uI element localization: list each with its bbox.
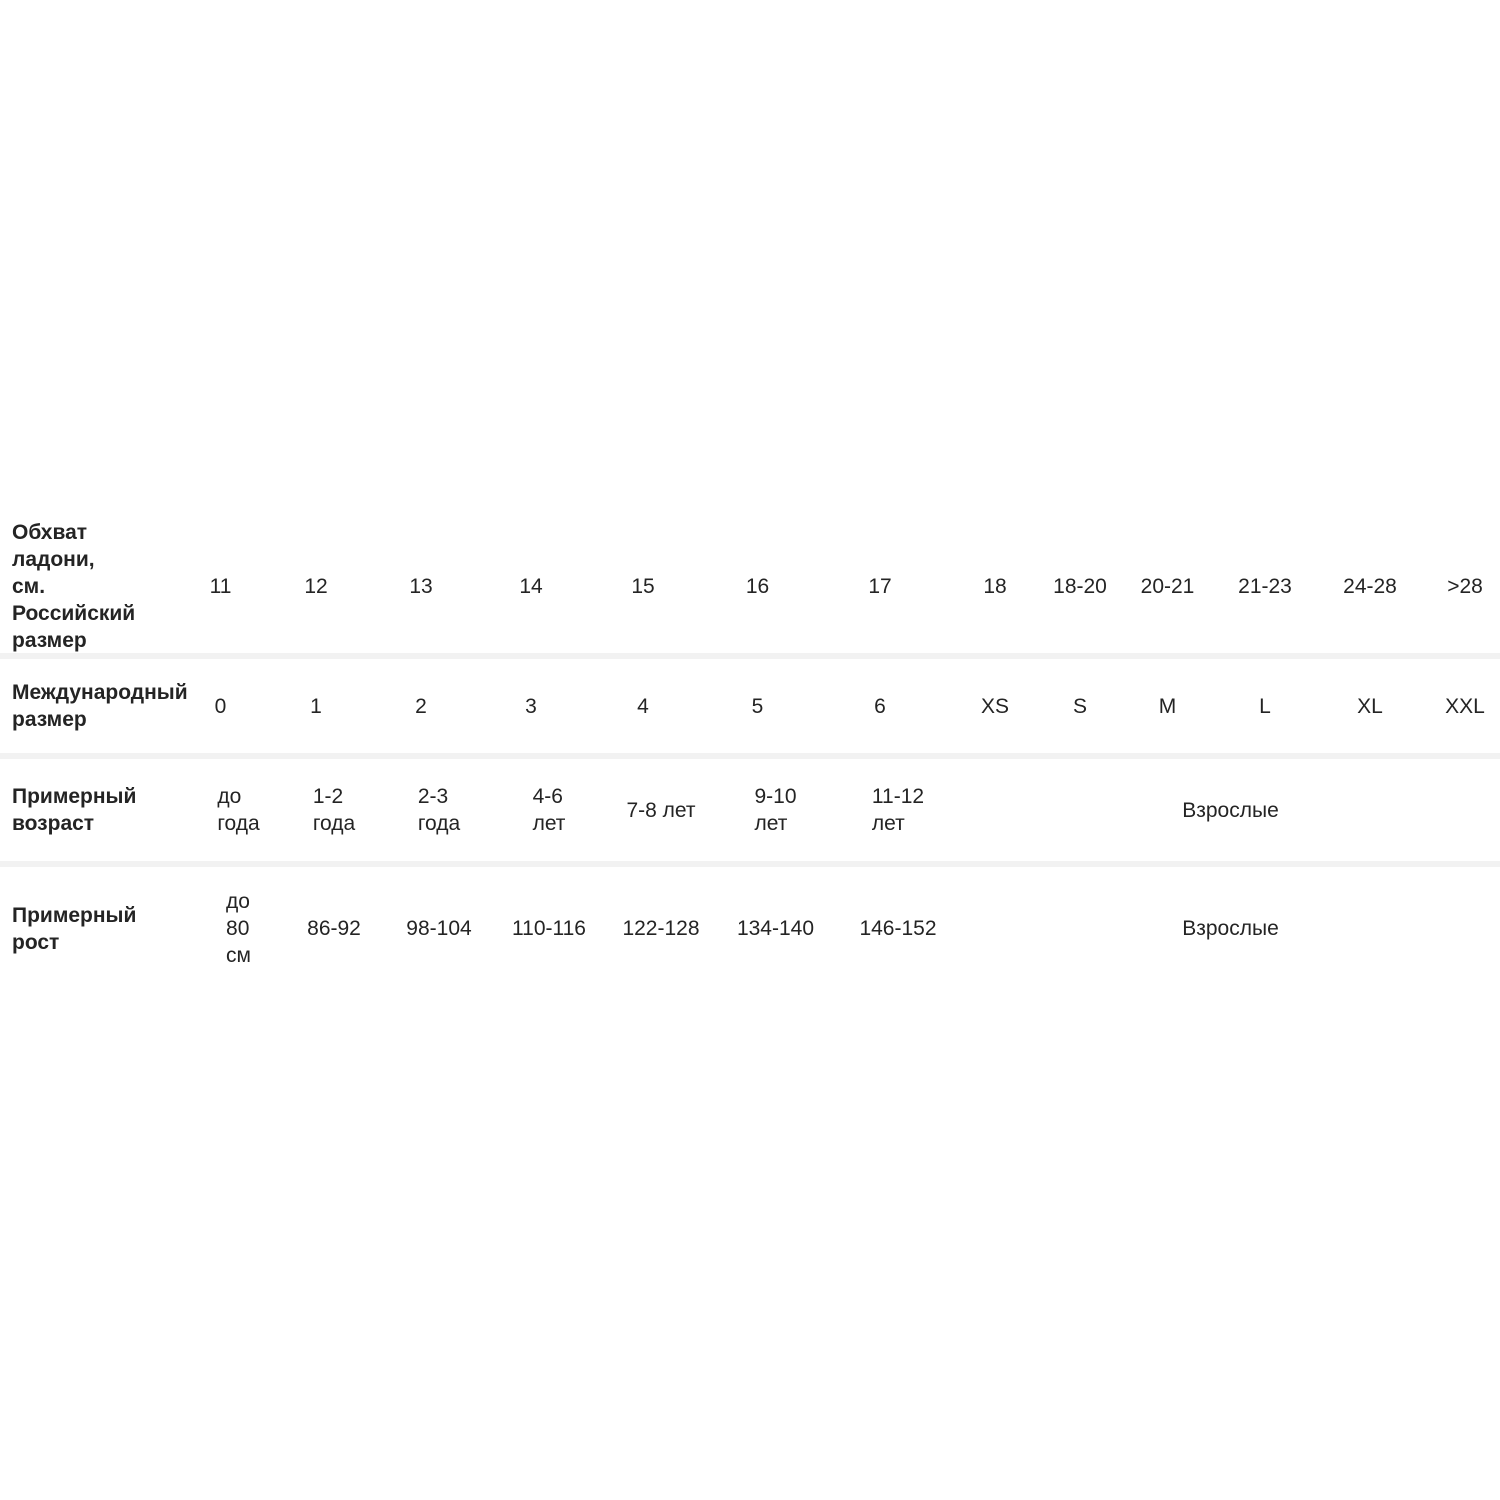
table-cell: до года [193, 783, 284, 837]
cell-text: 9-10 лет [754, 785, 797, 835]
row-label-approx-height: Примерный рост [0, 902, 175, 956]
table-cell: XL [1357, 694, 1383, 718]
table-row-approx-age: Примерный возраст до года 1-2 года 2-3 г… [0, 759, 1500, 861]
table-cell: 7-8 лет [604, 797, 718, 824]
table-cell: 0 [214, 694, 227, 718]
table-cell: 12 [304, 575, 328, 598]
cell-text: 1-2 года [312, 785, 356, 835]
table-cell: 1-2 года [284, 783, 384, 837]
table-cell: 21-23 [1238, 575, 1292, 598]
table-row-russian-size: Обхват ладони, см. Российский размер 11 … [0, 520, 1500, 653]
table-cell: 11 [209, 575, 232, 598]
table-cell: 11-12 лет [833, 783, 963, 837]
table-row-international-size: Международный размер 0 1 2 3 4 5 6 XS S … [0, 659, 1500, 753]
table-cell-adults: Взрослые [1182, 798, 1279, 822]
table-cell: 122-128 [604, 915, 718, 942]
table-cell: XS [980, 694, 1009, 718]
table-cell: 146-152 [833, 915, 963, 942]
row-divider [0, 653, 1500, 659]
cell-text: 86-92 [307, 917, 361, 940]
cell-text: до года [217, 785, 260, 835]
table-cell: 18 [983, 575, 1007, 598]
cell-text: 146-152 [859, 917, 937, 940]
table-cell: XXL [1445, 694, 1485, 718]
table-cell: 2-3 года [384, 783, 494, 837]
table-cell: 13 [409, 575, 433, 598]
size-chart-table: Обхват ладони, см. Российский размер 11 … [0, 520, 1500, 990]
row-label-text: Обхват ладони, см. Российский размер [12, 521, 136, 652]
table-cell: 86-92 [284, 915, 384, 942]
cell-text: 134-140 [736, 917, 815, 940]
table-cell: 9-10 лет [718, 783, 833, 837]
table-row-approx-height: Примерный рост до 80 см 86-92 98-104 110… [0, 867, 1500, 990]
table-cell: 16 [745, 575, 770, 598]
row-label-text: Международный размер [12, 681, 188, 731]
table-cell: 134-140 [718, 915, 833, 942]
row-label-text: Примерный рост [12, 903, 137, 954]
table-cell: L [1259, 694, 1271, 718]
row-divider [0, 861, 1500, 867]
row-label-text: Примерный возраст [12, 785, 137, 835]
table-cell: 98-104 [384, 915, 494, 942]
cell-text: 2-3 года [417, 785, 461, 835]
table-cell: 4 [637, 694, 649, 718]
table-cell: 17 [868, 575, 892, 598]
table-cell: 18-20 [1053, 575, 1107, 598]
cell-text: 98-104 [406, 917, 472, 940]
row-label-approx-age: Примерный возраст [0, 783, 175, 837]
table-cell: 1 [310, 694, 322, 718]
table-cell: M [1158, 694, 1177, 718]
table-cell: 20-21 [1140, 575, 1195, 598]
table-cell: 5 [751, 694, 764, 718]
table-cell: 6 [874, 694, 886, 718]
table-cell: >28 [1447, 575, 1483, 598]
table-cell: 24-28 [1343, 575, 1397, 598]
table-cell: 2 [415, 694, 427, 718]
cell-text: 4-6 лет [532, 785, 566, 835]
row-label-international-size: Международный размер [0, 679, 188, 733]
row-divider [0, 753, 1500, 759]
cell-text: 7-8 лет [626, 798, 696, 822]
table-cell: 110-116 [494, 915, 604, 942]
table-cell: до 80 см [193, 888, 284, 969]
table-cell: S [1072, 694, 1087, 718]
row-label-russian-size: Обхват ладони, см. Российский размер [0, 519, 175, 654]
cell-text: до 80 см [226, 890, 251, 967]
table-cell-adults: Взрослые [1182, 917, 1279, 940]
table-cell: 4-6 лет [494, 783, 604, 837]
table-cell: 3 [525, 694, 537, 718]
cell-text: 122-128 [622, 917, 700, 940]
cell-text: 11-12 лет [871, 785, 925, 835]
table-cell: 15 [631, 575, 655, 598]
cell-text: 110-116 [512, 917, 586, 940]
table-cell: 14 [519, 575, 543, 598]
